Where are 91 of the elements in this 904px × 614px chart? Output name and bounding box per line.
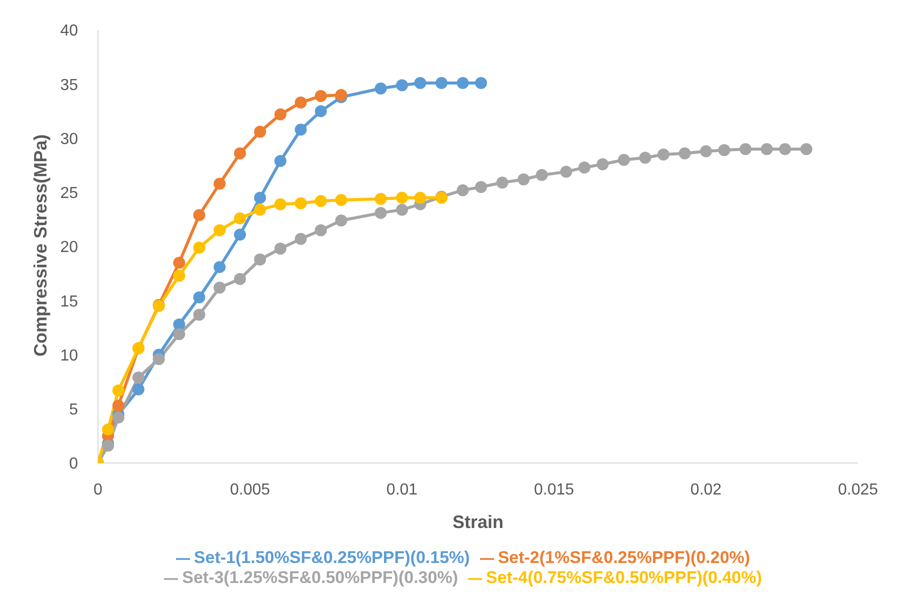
x-tick-label: 0.025 bbox=[838, 481, 878, 498]
point bbox=[374, 206, 387, 219]
point bbox=[173, 270, 186, 282]
point bbox=[678, 147, 691, 160]
point bbox=[396, 204, 408, 216]
point bbox=[193, 209, 206, 222]
point bbox=[536, 169, 548, 182]
point bbox=[234, 272, 246, 285]
y-tick-label: 10 bbox=[60, 347, 78, 364]
x-tick-label: 0.01 bbox=[386, 481, 418, 498]
point bbox=[475, 180, 488, 193]
y-tick-label: 0 bbox=[69, 456, 78, 473]
point bbox=[560, 166, 572, 178]
y-axis-title: Compressive Stress(MPa) bbox=[30, 134, 50, 356]
point bbox=[760, 143, 773, 156]
point bbox=[274, 198, 286, 210]
y-tick-label: 20 bbox=[60, 239, 78, 256]
point bbox=[314, 195, 327, 208]
point bbox=[779, 143, 792, 156]
point bbox=[132, 383, 144, 396]
point bbox=[396, 192, 408, 204]
point bbox=[578, 161, 590, 174]
point bbox=[335, 194, 348, 206]
point bbox=[173, 328, 186, 340]
point bbox=[414, 77, 426, 90]
x-tick-label: 0.005 bbox=[230, 481, 270, 498]
point bbox=[254, 126, 266, 138]
point bbox=[314, 90, 327, 102]
point bbox=[193, 291, 206, 304]
point bbox=[475, 77, 488, 90]
point bbox=[112, 412, 124, 424]
point bbox=[112, 384, 124, 396]
y-tick-label: 35 bbox=[60, 76, 78, 94]
legend-label: Set-3(1.25%SF&0.50%PPF)(0.30%) bbox=[182, 568, 458, 587]
point bbox=[294, 232, 307, 245]
point bbox=[214, 178, 226, 190]
point bbox=[374, 192, 387, 205]
point bbox=[152, 353, 165, 366]
x-tick-label: 0.02 bbox=[690, 481, 722, 498]
point bbox=[173, 256, 186, 269]
point bbox=[132, 371, 144, 384]
point bbox=[414, 192, 426, 204]
legend-label: Set-4(0.75%SF&0.50%PPF)(0.40%) bbox=[486, 568, 762, 587]
point bbox=[314, 224, 327, 236]
point bbox=[112, 400, 124, 412]
point bbox=[518, 173, 530, 186]
point bbox=[314, 105, 327, 118]
point bbox=[639, 152, 652, 164]
point bbox=[102, 423, 114, 436]
y-tick-label: 30 bbox=[60, 130, 78, 148]
x-tick-label: 0.015 bbox=[534, 481, 574, 498]
point bbox=[374, 82, 387, 94]
point bbox=[596, 158, 609, 170]
point bbox=[718, 144, 730, 156]
point bbox=[456, 77, 469, 90]
point bbox=[254, 253, 266, 266]
y-tick-label: 5 bbox=[69, 402, 78, 419]
point bbox=[214, 282, 226, 294]
point bbox=[700, 145, 712, 158]
x-tick-label: 0 bbox=[94, 481, 103, 498]
point bbox=[618, 154, 630, 166]
point bbox=[436, 77, 448, 90]
point bbox=[254, 192, 266, 204]
point bbox=[456, 184, 469, 196]
point bbox=[335, 88, 348, 101]
point bbox=[214, 261, 226, 274]
point bbox=[294, 124, 307, 136]
point bbox=[740, 143, 752, 156]
point bbox=[657, 148, 670, 160]
point bbox=[496, 176, 508, 189]
point bbox=[193, 242, 206, 254]
point bbox=[294, 197, 307, 210]
point bbox=[254, 204, 266, 216]
point bbox=[234, 147, 246, 160]
point bbox=[234, 228, 246, 241]
point bbox=[274, 242, 286, 255]
point bbox=[274, 108, 286, 120]
point bbox=[274, 154, 286, 167]
point bbox=[234, 212, 246, 224]
y-tick-label: 25 bbox=[60, 185, 78, 202]
y-tick-label: 40 bbox=[60, 22, 78, 40]
legend-label: Set-1(1.50%SF&0.25%PPF)(0.15%) bbox=[194, 548, 470, 567]
point bbox=[335, 214, 348, 227]
point bbox=[294, 96, 307, 109]
y-tick-label: 15 bbox=[60, 293, 78, 310]
point bbox=[214, 224, 226, 236]
legend-label: Set-2(1%SF&0.25%PPF)(0.20%) bbox=[498, 548, 750, 567]
point bbox=[800, 143, 812, 156]
x-axis-title: Strain bbox=[452, 512, 504, 532]
point bbox=[193, 308, 206, 321]
point bbox=[396, 79, 408, 92]
